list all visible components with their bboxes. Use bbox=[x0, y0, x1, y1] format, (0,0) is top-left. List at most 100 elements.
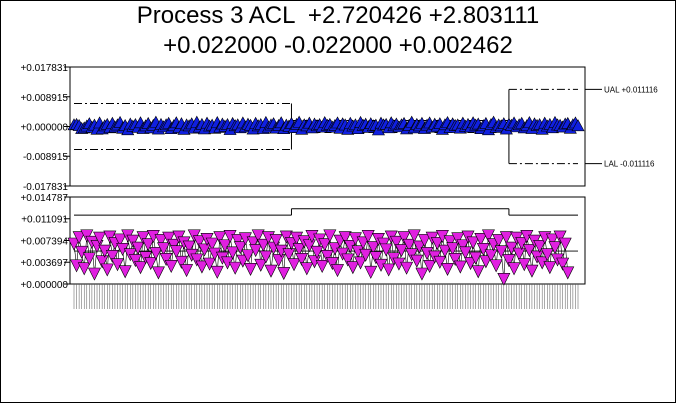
range-point bbox=[407, 229, 421, 243]
range-point bbox=[410, 254, 424, 268]
range-point bbox=[67, 237, 81, 251]
range-point bbox=[251, 229, 265, 243]
range-point bbox=[169, 245, 183, 259]
range-point bbox=[277, 267, 291, 281]
range-point bbox=[203, 257, 217, 271]
range-point bbox=[72, 231, 86, 245]
xbar-y-tick-label: +0.017831 bbox=[20, 63, 68, 74]
range-point bbox=[366, 241, 380, 255]
chart-title-line-2: +0.022000 -0.022000 +0.002462 bbox=[163, 32, 513, 59]
range-point bbox=[548, 241, 562, 255]
range-point bbox=[394, 244, 408, 258]
range-point bbox=[346, 261, 360, 275]
range-point bbox=[499, 231, 513, 245]
range-point bbox=[558, 237, 572, 251]
chart-title-line-1: Process 3 ACL +2.720426 +2.803111 bbox=[136, 2, 540, 29]
range-point bbox=[438, 244, 452, 258]
range-point bbox=[213, 231, 227, 245]
range-point bbox=[543, 261, 557, 275]
range-point bbox=[561, 266, 575, 280]
range-point bbox=[254, 258, 268, 272]
range-point bbox=[515, 237, 529, 251]
range-point bbox=[149, 247, 163, 261]
range-point bbox=[269, 234, 283, 248]
range-point bbox=[443, 235, 457, 249]
range-point bbox=[302, 239, 316, 253]
range-point bbox=[471, 265, 485, 279]
range-point bbox=[476, 242, 490, 256]
range-point bbox=[82, 252, 96, 266]
range-point bbox=[469, 251, 483, 265]
range-y-tick-label: +0.007394 bbox=[20, 236, 68, 247]
range-point bbox=[111, 258, 124, 272]
range-point bbox=[154, 234, 168, 248]
range-point bbox=[456, 239, 470, 253]
range-point bbox=[159, 252, 173, 266]
range-point bbox=[423, 260, 437, 274]
range-point bbox=[553, 230, 567, 244]
range-point bbox=[141, 238, 155, 252]
range-point bbox=[361, 230, 375, 244]
range-point bbox=[331, 264, 344, 278]
range-point bbox=[415, 267, 429, 281]
range-chart: +0.014787 +0.011091 +0.007394 +0.003697 +0.0… bbox=[20, 193, 578, 291]
range-point bbox=[80, 229, 94, 243]
range-point bbox=[75, 245, 89, 259]
xbar-y-tick-label: -0.017831 bbox=[23, 182, 68, 193]
range-point bbox=[379, 243, 393, 257]
range-point bbox=[556, 257, 570, 271]
range-point bbox=[95, 255, 109, 269]
range-point bbox=[162, 231, 176, 245]
xbar-chart: +0.017831 +0.008915 +0.000000 -0.008915 -0.0… bbox=[20, 63, 658, 193]
range-point bbox=[136, 231, 150, 245]
range-point bbox=[507, 262, 521, 276]
range-point bbox=[210, 265, 224, 279]
range-point bbox=[533, 240, 547, 254]
range-point bbox=[233, 241, 247, 255]
range-point bbox=[320, 250, 334, 264]
range-point bbox=[167, 238, 181, 252]
range-point bbox=[517, 258, 531, 272]
range-point bbox=[545, 233, 559, 247]
range-point bbox=[249, 244, 263, 258]
range-point bbox=[430, 237, 444, 251]
range-point bbox=[118, 265, 132, 279]
range-point bbox=[93, 231, 107, 245]
range-point bbox=[315, 260, 329, 274]
lal-label: LAL -0.011116 bbox=[604, 160, 655, 169]
range-point bbox=[412, 240, 426, 254]
range-point bbox=[512, 247, 526, 261]
range-point bbox=[103, 230, 117, 244]
range-point bbox=[228, 261, 242, 275]
range-point bbox=[244, 262, 258, 276]
xbar-point bbox=[571, 119, 585, 132]
range-point bbox=[502, 254, 516, 268]
xbar-y-tick-label: -0.008915 bbox=[23, 152, 68, 163]
range-point bbox=[256, 238, 270, 252]
range-point bbox=[292, 242, 306, 256]
range-point bbox=[489, 259, 503, 273]
range-point bbox=[369, 251, 383, 265]
range-point bbox=[338, 231, 352, 245]
range-point bbox=[197, 243, 211, 257]
range-point bbox=[466, 236, 480, 250]
range-point bbox=[272, 254, 286, 268]
range-point bbox=[279, 230, 293, 244]
range-point bbox=[474, 232, 488, 246]
range-point bbox=[525, 264, 539, 278]
range-point bbox=[241, 249, 255, 263]
range-point bbox=[131, 241, 145, 255]
range-point bbox=[494, 245, 508, 259]
range-point bbox=[453, 260, 467, 274]
range-point bbox=[397, 231, 411, 245]
range-point bbox=[300, 262, 314, 276]
range-point bbox=[441, 262, 455, 276]
range-point bbox=[195, 260, 209, 274]
range-point bbox=[144, 257, 158, 271]
range-y-tick-label: +0.014787 bbox=[20, 193, 68, 204]
range-point bbox=[246, 236, 260, 250]
range-point bbox=[364, 265, 378, 279]
range-point bbox=[264, 264, 278, 278]
x-axis-tick-marks bbox=[73, 284, 579, 309]
